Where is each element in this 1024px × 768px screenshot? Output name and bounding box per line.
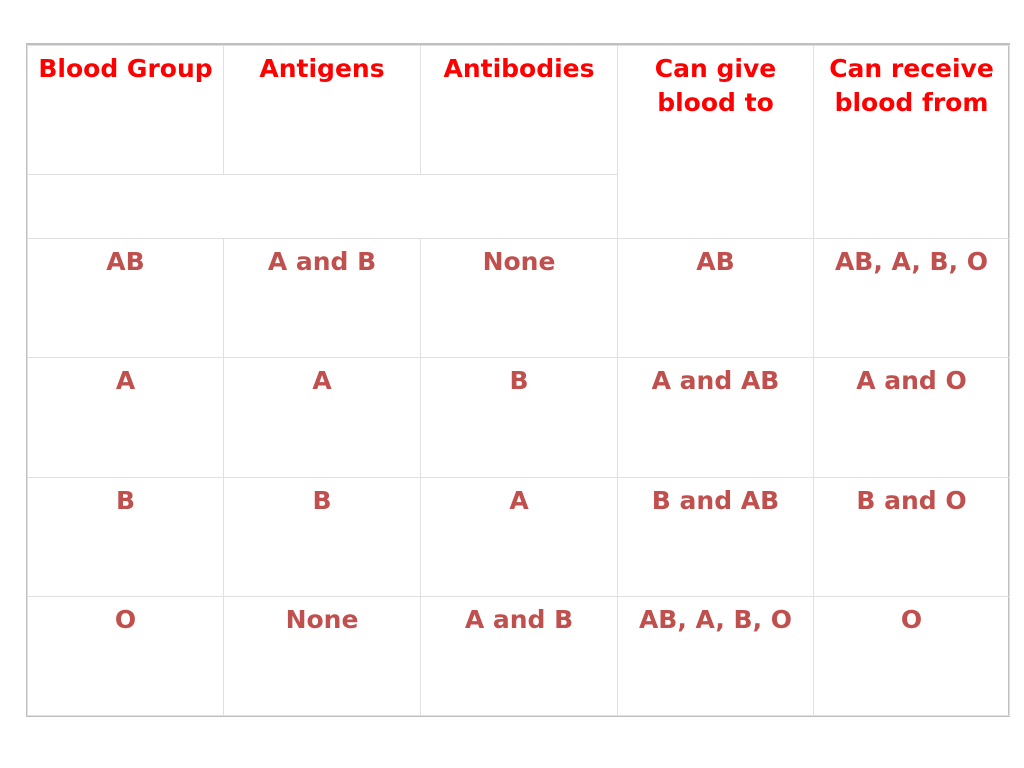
cell-can-receive: B and O: [813, 476, 1010, 597]
cell-can-give: AB, A, B, O: [617, 595, 814, 717]
cell-antigens: A: [223, 357, 421, 478]
cell-antibodies: B: [420, 357, 618, 478]
cell-blood-group: B: [27, 476, 224, 597]
header-row: Blood Group Antigens Antibodies Can give…: [27, 44, 1010, 240]
header-blood-group: Blood Group: [27, 44, 224, 176]
header-antibodies: Antibodies: [420, 44, 618, 176]
cell-blood-group: AB: [27, 238, 224, 359]
header-antigens: Antigens: [223, 44, 421, 176]
header-gap-cell: [27, 174, 618, 240]
cell-antigens: None: [223, 595, 421, 717]
cell-can-receive: A and O: [813, 357, 1010, 478]
cell-blood-group: A: [27, 357, 224, 478]
cell-blood-group: O: [27, 595, 224, 717]
cell-can-receive: AB, A, B, O: [813, 238, 1010, 359]
table-row: O None A and B AB, A, B, O O: [27, 595, 1010, 717]
cell-can-give: AB: [617, 238, 814, 359]
header-can-receive: Can receive blood from: [813, 44, 1010, 240]
cell-antibodies: A: [420, 476, 618, 597]
cell-antigens: B: [223, 476, 421, 597]
cell-antigens: A and B: [223, 238, 421, 359]
header-gap-row: [27, 174, 1010, 240]
cell-can-give: A and AB: [617, 357, 814, 478]
blood-group-table: Blood Group Antigens Antibodies Can give…: [27, 44, 1010, 717]
cell-can-receive: O: [813, 595, 1010, 717]
cell-antibodies: None: [420, 238, 618, 359]
table-row: B B A B and AB B and O: [27, 476, 1010, 597]
table-row: A A B A and AB A and O: [27, 357, 1010, 478]
cell-antibodies: A and B: [420, 595, 618, 717]
header-can-give: Can give blood to: [617, 44, 814, 240]
cell-can-give: B and AB: [617, 476, 814, 597]
table-row: AB A and B None AB AB, A, B, O: [27, 238, 1010, 359]
